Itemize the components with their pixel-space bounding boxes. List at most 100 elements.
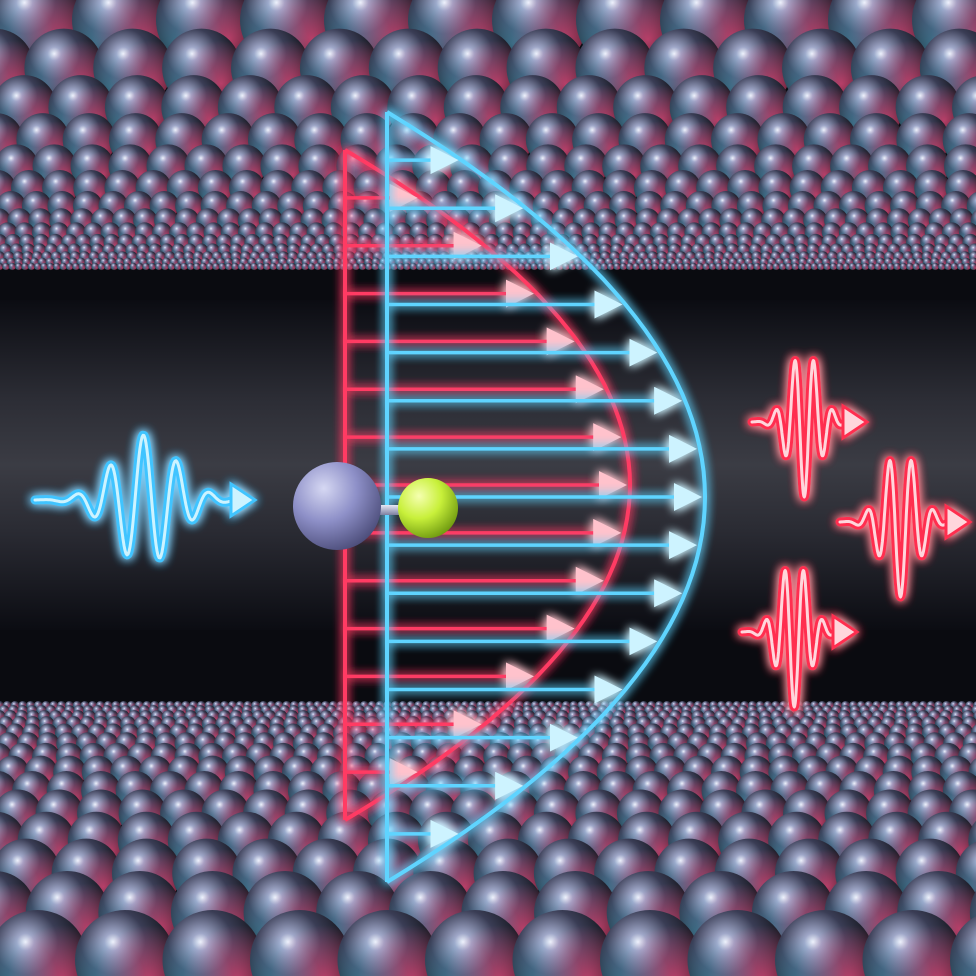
- sphere-cyan-highlight: [657, 262, 666, 271]
- sphere-cyan-highlight: [454, 262, 462, 271]
- sphere-cyan-highlight: [715, 262, 723, 271]
- sphere-cyan-highlight: [568, 262, 577, 271]
- sphere-cyan-highlight: [868, 262, 876, 271]
- sphere-cyan-highlight: [696, 262, 704, 271]
- sphere-cyan-highlight: [135, 262, 144, 271]
- sphere-cyan-highlight: [950, 262, 959, 271]
- sphere-cyan-highlight: [753, 262, 761, 271]
- upper-sphere-lattice: [0, 0, 976, 271]
- sphere-cyan-highlight: [721, 262, 729, 271]
- sphere-cyan-highlight: [244, 262, 252, 271]
- sphere-cyan-highlight: [8, 262, 16, 271]
- sphere-cyan-highlight: [619, 262, 628, 271]
- sphere-cyan-highlight: [282, 262, 290, 271]
- sphere-cyan-highlight: [759, 262, 768, 271]
- sphere-cyan-highlight: [785, 262, 793, 271]
- sphere-cyan-highlight: [53, 262, 61, 271]
- sphere-cyan-highlight: [358, 262, 367, 271]
- sphere-cyan-highlight: [861, 262, 869, 271]
- sphere-cyan-highlight: [104, 262, 112, 271]
- sphere-cyan-highlight: [727, 262, 736, 271]
- sphere-cyan-highlight: [689, 262, 698, 271]
- sphere-cyan-highlight: [186, 262, 195, 271]
- channel-gap: [0, 300, 976, 630]
- sphere-cyan-highlight: [626, 262, 634, 271]
- sphere-cyan-highlight: [275, 262, 284, 271]
- sphere-cyan-highlight: [772, 262, 780, 271]
- sphere-cyan-highlight: [842, 262, 850, 271]
- sphere-cyan-highlight: [613, 262, 621, 271]
- sphere-cyan-highlight: [352, 262, 360, 271]
- sphere-cyan-highlight: [231, 262, 239, 271]
- sphere-cyan-highlight: [556, 262, 564, 271]
- sphere-cyan-highlight: [708, 262, 717, 271]
- sphere-cyan-highlight: [677, 262, 685, 271]
- sphere-cyan-highlight: [269, 262, 277, 271]
- sphere-cyan-highlight: [301, 262, 309, 271]
- sphere-cyan-highlight: [893, 262, 901, 271]
- sphere-cyan-highlight: [65, 262, 74, 271]
- sphere-cyan-highlight: [536, 262, 545, 271]
- sphere-cyan-highlight: [683, 262, 691, 271]
- sphere-cyan-highlight: [396, 262, 405, 271]
- sphere-cyan-highlight: [880, 262, 889, 271]
- sphere-cyan-highlight: [161, 262, 169, 271]
- sphere-cyan-highlight: [517, 262, 526, 271]
- sphere-cyan-highlight: [486, 262, 494, 271]
- sphere-cyan-highlight: [944, 262, 952, 271]
- sphere-cyan-highlight: [887, 262, 895, 271]
- sphere-cyan-highlight: [129, 262, 137, 271]
- sphere-cyan-highlight: [969, 262, 976, 271]
- sphere-cyan-highlight: [638, 262, 647, 271]
- sphere-cyan-highlight: [848, 262, 857, 271]
- sphere-cyan-highlight: [836, 262, 844, 271]
- sphere-cyan-highlight: [441, 262, 449, 271]
- sphere-cyan-highlight: [645, 262, 653, 271]
- sphere-cyan-highlight: [810, 262, 818, 271]
- sphere-cyan-highlight: [46, 262, 55, 271]
- sphere-cyan-highlight: [791, 262, 799, 271]
- sphere-cyan-highlight: [938, 262, 946, 271]
- sphere-cyan-highlight: [607, 262, 615, 271]
- sphere-cyan-highlight: [288, 262, 296, 271]
- sphere-cyan-highlight: [530, 262, 538, 271]
- sphere-cyan-highlight: [199, 262, 207, 271]
- sphere-cyan-highlight: [205, 262, 214, 271]
- sphere-cyan-highlight: [2, 262, 10, 271]
- sphere-cyan-highlight: [804, 262, 812, 271]
- sphere-cyan-highlight: [957, 262, 965, 271]
- sphere-cyan-highlight: [40, 262, 48, 271]
- sphere-cyan-highlight: [326, 262, 335, 271]
- sphere-cyan-highlight: [549, 262, 557, 271]
- sphere-cyan-highlight: [218, 262, 226, 271]
- sphere-cyan-highlight: [250, 262, 258, 271]
- sphere-cyan-highlight: [85, 262, 93, 271]
- sphere-cyan-highlight: [180, 262, 188, 271]
- sphere-cyan-highlight: [0, 262, 4, 271]
- sphere-cyan-highlight: [155, 262, 163, 271]
- sphere-cyan-highlight: [479, 262, 487, 271]
- sphere-cyan-highlight: [14, 262, 23, 271]
- sphere-cyan-highlight: [148, 262, 156, 271]
- sphere-cyan-highlight: [193, 262, 201, 271]
- sphere-cyan-highlight: [670, 262, 678, 271]
- sphere-cyan-highlight: [543, 262, 551, 271]
- sphere-cyan-highlight: [766, 262, 774, 271]
- sphere-cyan-highlight: [524, 262, 532, 271]
- sphere-cyan-highlight: [174, 262, 182, 271]
- sphere-cyan-highlight: [27, 262, 35, 271]
- small-yellow-green-atom: [398, 478, 458, 538]
- sphere-cyan-highlight: [21, 262, 29, 271]
- sphere-cyan-highlight: [651, 262, 659, 271]
- sphere-cyan-highlight: [600, 262, 608, 271]
- sphere-cyan-highlight: [740, 262, 748, 271]
- sphere-cyan-highlight: [664, 262, 672, 271]
- sphere-cyan-highlight: [918, 262, 927, 271]
- sphere-cyan-highlight: [390, 262, 398, 271]
- sphere-cyan-highlight: [409, 262, 417, 271]
- sphere-cyan-highlight: [59, 262, 67, 271]
- sphere-cyan-highlight: [320, 262, 328, 271]
- sphere-cyan-highlight: [473, 262, 481, 271]
